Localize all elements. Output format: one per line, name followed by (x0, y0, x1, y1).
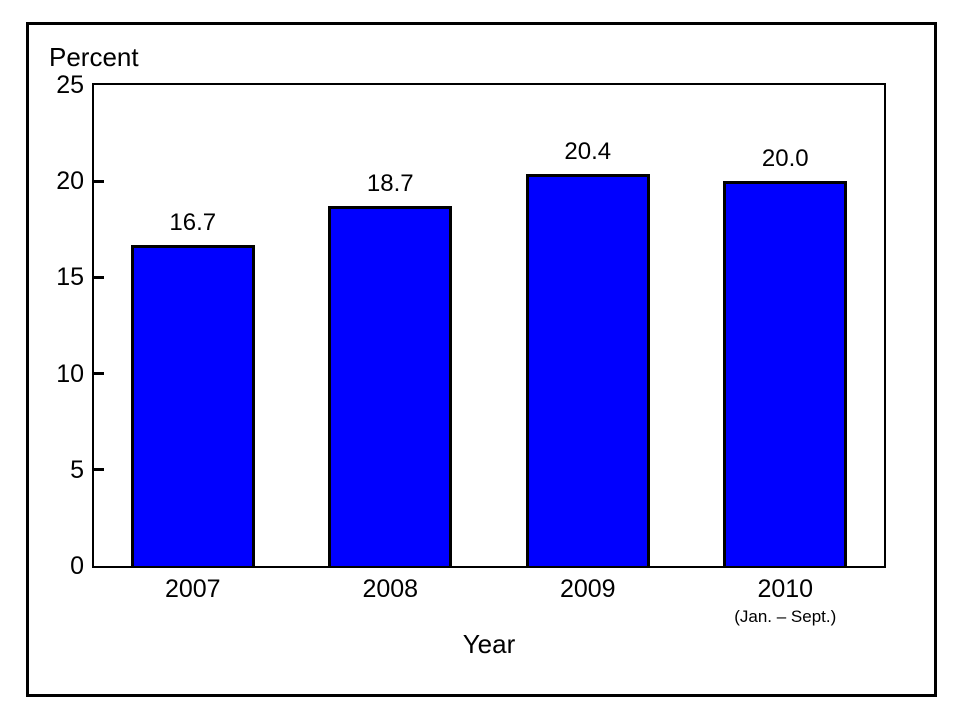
x-tick-label: 2010 (757, 575, 814, 603)
x-tick-label: 2008 (362, 575, 419, 603)
y-tick-label: 25 (56, 71, 84, 99)
plot-area (92, 83, 886, 568)
y-tick-label: 20 (56, 167, 84, 196)
x-tick-sublabel: (Jan. – Sept.) (734, 607, 837, 626)
x-tick-label: 2007 (164, 575, 221, 603)
y-tick-label: 10 (56, 359, 84, 388)
y-tick-label: 0 (70, 552, 84, 580)
y-tick-mark (94, 179, 104, 183)
bar-value-label: 20.4 (564, 137, 612, 165)
bar-value-label: 16.7 (169, 208, 217, 236)
y-tick-label: 15 (56, 263, 84, 292)
bar-value-label: 20.0 (761, 145, 809, 173)
bar-value-label: 18.7 (366, 170, 414, 198)
y-tick-mark (94, 372, 104, 376)
bar-2010 (723, 181, 848, 566)
x-tick-label: 2009 (559, 575, 616, 603)
bar-2008 (328, 206, 453, 566)
bar-2009 (525, 173, 650, 566)
x-axis-title: Year (462, 629, 516, 659)
y-tick-mark (94, 468, 104, 472)
y-tick-mark (94, 275, 104, 279)
y-tick-label: 5 (70, 455, 84, 484)
bar-2007 (130, 244, 255, 566)
y-axis-title: Percent (49, 42, 139, 72)
